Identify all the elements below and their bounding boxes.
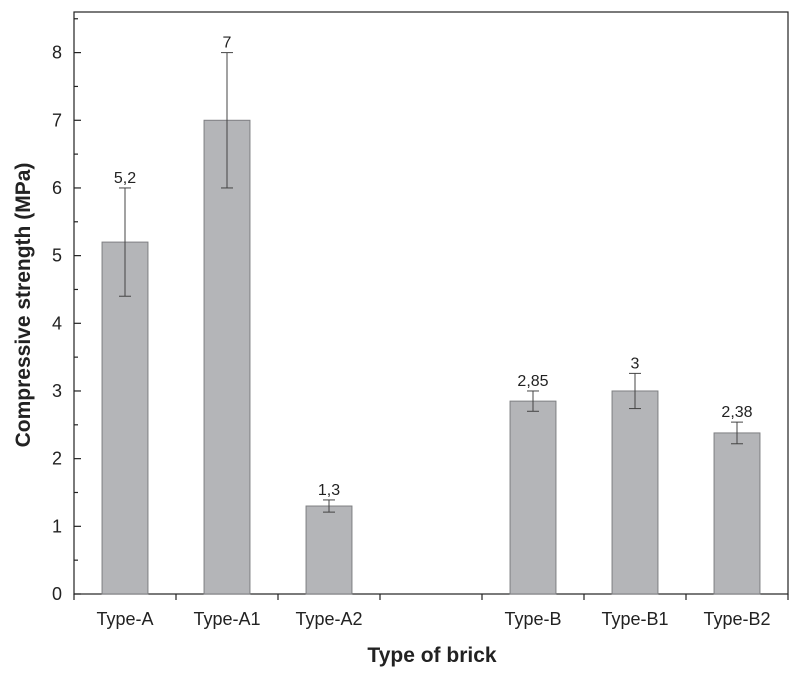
plot-area: 0 1 2 3 4 5 6 7 8 Type-A 5,2 Type-A1 7 Type-A2 1,3 Type… [52, 11, 789, 629]
y-axis-title: Compressive strength (MPa) [12, 163, 35, 448]
x-tick-label: Type-B2 [703, 609, 770, 629]
y-tick-label: 8 [52, 43, 62, 63]
bar [203, 119, 251, 595]
bar [713, 432, 761, 595]
x-tick-label: Type-A1 [193, 609, 260, 629]
data-label: 2,38 [721, 404, 752, 421]
plot-frame [73, 11, 789, 595]
y-tick-label: 3 [52, 381, 62, 401]
y-tick-label: 4 [52, 313, 62, 333]
bar [509, 400, 557, 595]
x-axis-title: Type of brick [367, 644, 496, 667]
y-tick-label: 2 [52, 449, 62, 469]
y-tick-label: 7 [52, 110, 62, 130]
data-label: 3 [631, 355, 640, 372]
data-label: 7 [223, 35, 232, 52]
bar [101, 241, 149, 595]
x-tick-label: Type-A2 [295, 609, 362, 629]
x-tick-label: Type-B [504, 609, 561, 629]
x-tick-label: Type-A [96, 609, 153, 629]
y-tick-label: 5 [52, 246, 62, 266]
data-label: 5,2 [114, 170, 136, 187]
y-tick-label: 1 [52, 516, 62, 536]
x-tick-label: Type-B1 [601, 609, 668, 629]
y-tick-label: 0 [52, 584, 62, 604]
bar [305, 505, 353, 595]
data-label: 1,3 [318, 482, 340, 499]
data-label: 2,85 [517, 373, 548, 390]
bar [611, 390, 659, 595]
y-tick-label: 6 [52, 178, 62, 198]
